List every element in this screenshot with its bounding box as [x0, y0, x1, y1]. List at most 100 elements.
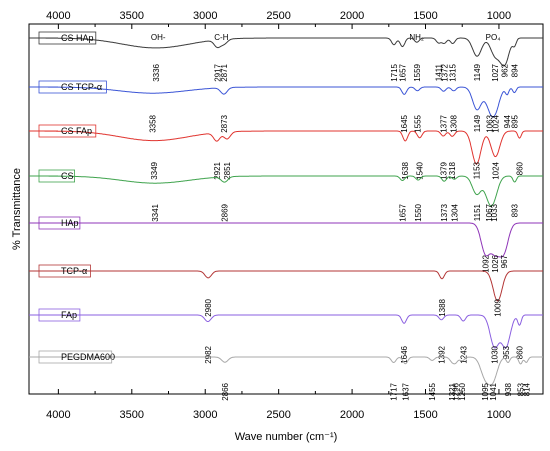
peak-label: 1540	[416, 161, 425, 179]
x-tick-label-top: 2500	[266, 10, 290, 22]
peak-label: 860	[516, 161, 525, 175]
peak-label: 2866	[221, 382, 230, 400]
peak-label: 1308	[450, 114, 459, 132]
peak-label: 1041	[489, 382, 498, 400]
peak-label: 1024	[491, 161, 500, 179]
series-5: TCP-α 2980 1388 1009	[29, 264, 543, 317]
peak-label: 1411	[435, 63, 444, 81]
x-tick-label-top: 3000	[193, 10, 217, 22]
peak-label: 1153	[473, 161, 482, 179]
peak-label: 1095	[481, 382, 490, 400]
peak-label: 944	[503, 114, 512, 128]
peak-label: 1379	[439, 161, 448, 179]
peak-label: 1646	[400, 345, 409, 363]
peak-label: 2921	[213, 161, 222, 179]
x-tick-label-bottom: 4000	[46, 409, 70, 421]
peak-label: 938	[504, 382, 513, 396]
series-line	[29, 222, 543, 258]
legend-label: CS TCP-α	[61, 82, 102, 92]
legend-box	[38, 264, 91, 278]
peak-label: 953	[502, 345, 511, 359]
peak-label: 1550	[414, 203, 423, 221]
peak-label: 1030	[491, 345, 500, 363]
peak-label: 2980	[204, 298, 213, 316]
series-line	[29, 314, 543, 349]
group-label: C-H	[214, 33, 228, 42]
peak-label: 1315	[449, 63, 458, 81]
x-tick-label-bottom: 3000	[193, 409, 217, 421]
series-line	[29, 175, 543, 207]
x-tick-label-bottom: 1500	[413, 409, 437, 421]
plot-frame	[28, 23, 544, 395]
series-4: HAp 1092 1026 967	[29, 216, 543, 273]
peak-label: 1373	[440, 203, 449, 221]
legend-label: CS HAp	[61, 33, 94, 43]
peak-label: 1372	[440, 63, 449, 81]
peak-label: 2851	[223, 161, 232, 179]
peak-label: 1027	[491, 63, 500, 81]
legend-label: HAp	[61, 218, 79, 228]
legend-box	[38, 169, 75, 183]
peak-label: 1388	[438, 298, 447, 316]
x-tick-label-top: 1500	[413, 10, 437, 22]
x-tick-label-top: 4000	[46, 10, 70, 22]
peak-label: 894	[511, 63, 520, 77]
peak-label: 1026	[491, 254, 500, 272]
peak-label: 1637	[401, 382, 410, 400]
peak-label: 3358	[149, 114, 158, 132]
group-label: OH-	[151, 33, 166, 42]
peak-label: 1559	[413, 63, 422, 81]
peak-label: 1638	[401, 161, 410, 179]
legend-label: CS FAp	[61, 126, 92, 136]
peak-label: 860	[516, 345, 525, 359]
peak-label: 1063	[486, 114, 495, 132]
peak-label: 1149	[473, 114, 482, 132]
peak-label: 1243	[459, 345, 468, 363]
peak-label: 1304	[450, 203, 459, 221]
x-tick-label-top: 2000	[340, 10, 364, 22]
peak-label: 853	[517, 382, 526, 396]
legend-box	[38, 350, 113, 364]
series-line	[29, 356, 543, 386]
peak-label: 1092	[481, 254, 490, 272]
series-1: CS TCP-α 3358 2873 1645 1555 1377 1308 1149 1063…	[29, 80, 543, 133]
legend-label: TCP-α	[61, 266, 87, 276]
group-labels: OH- C-H NH₂ PO₄	[151, 33, 501, 42]
peak-label: 1657	[399, 63, 408, 81]
series-2: CS FAp 3349 2921 2851 1638 1540 1379 1318 1153 10…	[29, 124, 543, 180]
peak-label: 1024	[491, 114, 500, 132]
legend-box	[38, 216, 81, 230]
legend-box	[38, 308, 81, 322]
peak-label: 895	[510, 114, 519, 128]
peak-label: 1149	[473, 63, 482, 81]
x-tick-label-top: 1000	[487, 10, 511, 22]
peak-label: 2873	[220, 114, 229, 132]
peak-label: 1033	[490, 203, 499, 221]
peak-label: 962	[501, 63, 510, 77]
peak-label: 2869	[221, 203, 230, 221]
peak-label: 2871	[220, 63, 229, 81]
x-tick-label-bottom: 1000	[487, 409, 511, 421]
peak-label: 1657	[399, 203, 408, 221]
peak-label: 1645	[400, 114, 409, 132]
group-label: PO₄	[486, 33, 501, 42]
peak-label: 2917	[213, 63, 222, 81]
group-label: NH₂	[409, 33, 424, 42]
y-axis-title: % Transmittance	[11, 168, 23, 250]
peak-label: 814	[522, 382, 531, 396]
legend-box	[38, 124, 97, 138]
peak-label: 1717	[390, 382, 399, 400]
x-tick-label-bottom: 2500	[266, 409, 290, 421]
x-tick-label-bottom: 3500	[120, 409, 144, 421]
peak-label: 893	[511, 203, 520, 217]
peak-label: 1151	[473, 203, 482, 221]
peak-label: 1067	[485, 203, 494, 221]
peak-label: 3336	[152, 63, 161, 81]
x-tick-label-top: 3500	[120, 10, 144, 22]
peak-label: 1377	[440, 114, 449, 132]
